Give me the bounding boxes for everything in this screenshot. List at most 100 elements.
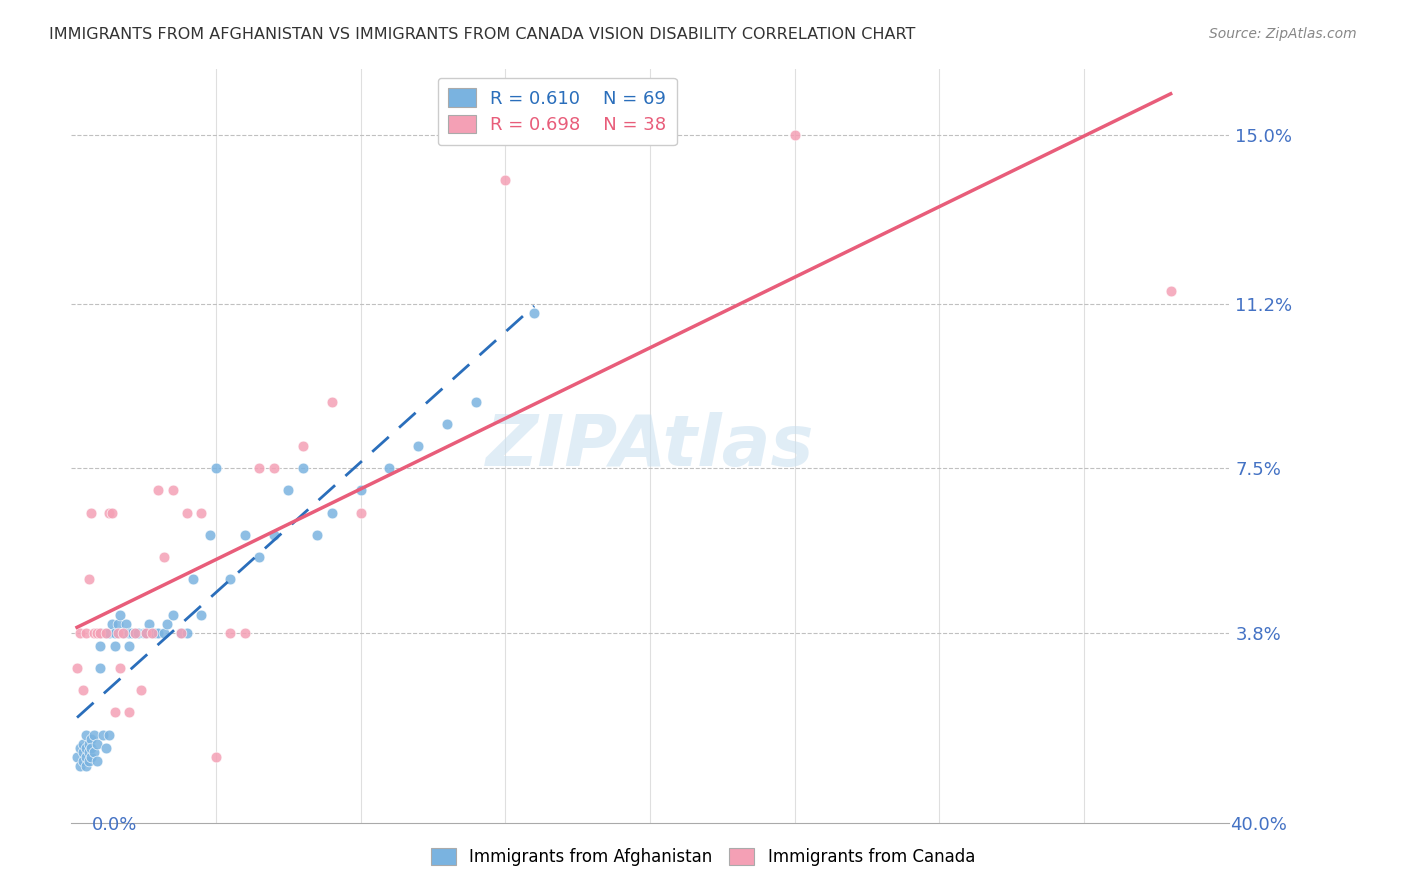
Point xyxy=(176,506,198,520)
Point xyxy=(233,625,256,640)
Point xyxy=(205,750,228,764)
Point xyxy=(181,572,204,586)
Point xyxy=(118,706,141,720)
Point xyxy=(112,625,135,640)
Point xyxy=(89,625,111,640)
Point xyxy=(121,625,143,640)
Point xyxy=(75,728,97,742)
Point xyxy=(783,128,806,142)
Point xyxy=(83,728,105,742)
Point xyxy=(115,616,138,631)
Point xyxy=(465,394,488,409)
Point xyxy=(80,741,103,756)
Point xyxy=(170,625,193,640)
Point xyxy=(146,625,169,640)
Point xyxy=(205,461,228,475)
Point xyxy=(408,439,430,453)
Point xyxy=(132,625,155,640)
Point xyxy=(83,746,105,760)
Point xyxy=(77,737,100,751)
Point xyxy=(110,661,132,675)
Point xyxy=(162,483,184,498)
Point xyxy=(89,639,111,653)
Point xyxy=(321,506,343,520)
Point xyxy=(247,461,270,475)
Point xyxy=(100,616,122,631)
Text: ZIPAtlas: ZIPAtlas xyxy=(485,411,814,481)
Point xyxy=(69,741,91,756)
Point xyxy=(118,639,141,653)
Point xyxy=(277,483,299,498)
Point xyxy=(89,625,111,640)
Point xyxy=(141,625,163,640)
Point xyxy=(72,737,94,751)
Point xyxy=(107,616,129,631)
Point xyxy=(349,483,371,498)
Point xyxy=(72,683,94,698)
Point xyxy=(66,750,89,764)
Point xyxy=(494,172,516,186)
Point xyxy=(86,737,108,751)
Point xyxy=(291,439,314,453)
Point xyxy=(190,506,212,520)
Point xyxy=(77,754,100,768)
Point xyxy=(349,506,371,520)
Point xyxy=(143,625,166,640)
Point xyxy=(190,607,212,622)
Point xyxy=(170,625,193,640)
Point xyxy=(153,549,176,564)
Point xyxy=(104,625,127,640)
Point xyxy=(141,625,163,640)
Point xyxy=(135,625,157,640)
Point xyxy=(307,528,329,542)
Point xyxy=(1160,284,1182,298)
Point xyxy=(138,616,160,631)
Point xyxy=(75,625,97,640)
Point xyxy=(94,625,117,640)
Point xyxy=(156,616,179,631)
Point xyxy=(118,625,141,640)
Text: IMMIGRANTS FROM AFGHANISTAN VS IMMIGRANTS FROM CANADA VISION DISABILITY CORRELAT: IMMIGRANTS FROM AFGHANISTAN VS IMMIGRANT… xyxy=(49,27,915,42)
Text: Source: ZipAtlas.com: Source: ZipAtlas.com xyxy=(1209,27,1357,41)
Point xyxy=(129,683,152,698)
Point xyxy=(523,306,546,320)
Point xyxy=(321,394,343,409)
Point xyxy=(219,572,242,586)
Point xyxy=(107,625,129,640)
Text: 40.0%: 40.0% xyxy=(1230,816,1286,834)
Point xyxy=(83,625,105,640)
Point xyxy=(72,746,94,760)
Point xyxy=(198,528,221,542)
Point xyxy=(72,754,94,768)
Point xyxy=(127,625,149,640)
Legend: R = 0.610    N = 69, R = 0.698    N = 38: R = 0.610 N = 69, R = 0.698 N = 38 xyxy=(437,78,676,145)
Point xyxy=(104,706,127,720)
Point xyxy=(378,461,401,475)
Point xyxy=(263,528,285,542)
Point xyxy=(69,758,91,772)
Point xyxy=(153,625,176,640)
Point xyxy=(233,528,256,542)
Point xyxy=(100,506,122,520)
Point xyxy=(162,607,184,622)
Text: 0.0%: 0.0% xyxy=(91,816,136,834)
Point xyxy=(291,461,314,475)
Point xyxy=(94,625,117,640)
Point xyxy=(112,625,135,640)
Point xyxy=(94,741,117,756)
Point xyxy=(176,625,198,640)
Point xyxy=(75,758,97,772)
Point xyxy=(89,661,111,675)
Point xyxy=(86,625,108,640)
Point xyxy=(146,483,169,498)
Point xyxy=(124,625,146,640)
Point xyxy=(97,728,120,742)
Point xyxy=(80,732,103,747)
Point xyxy=(110,607,132,622)
Point xyxy=(75,750,97,764)
Point xyxy=(80,506,103,520)
Point xyxy=(124,625,146,640)
Point xyxy=(75,741,97,756)
Legend: Immigrants from Afghanistan, Immigrants from Canada: Immigrants from Afghanistan, Immigrants … xyxy=(423,840,983,875)
Point xyxy=(97,506,120,520)
